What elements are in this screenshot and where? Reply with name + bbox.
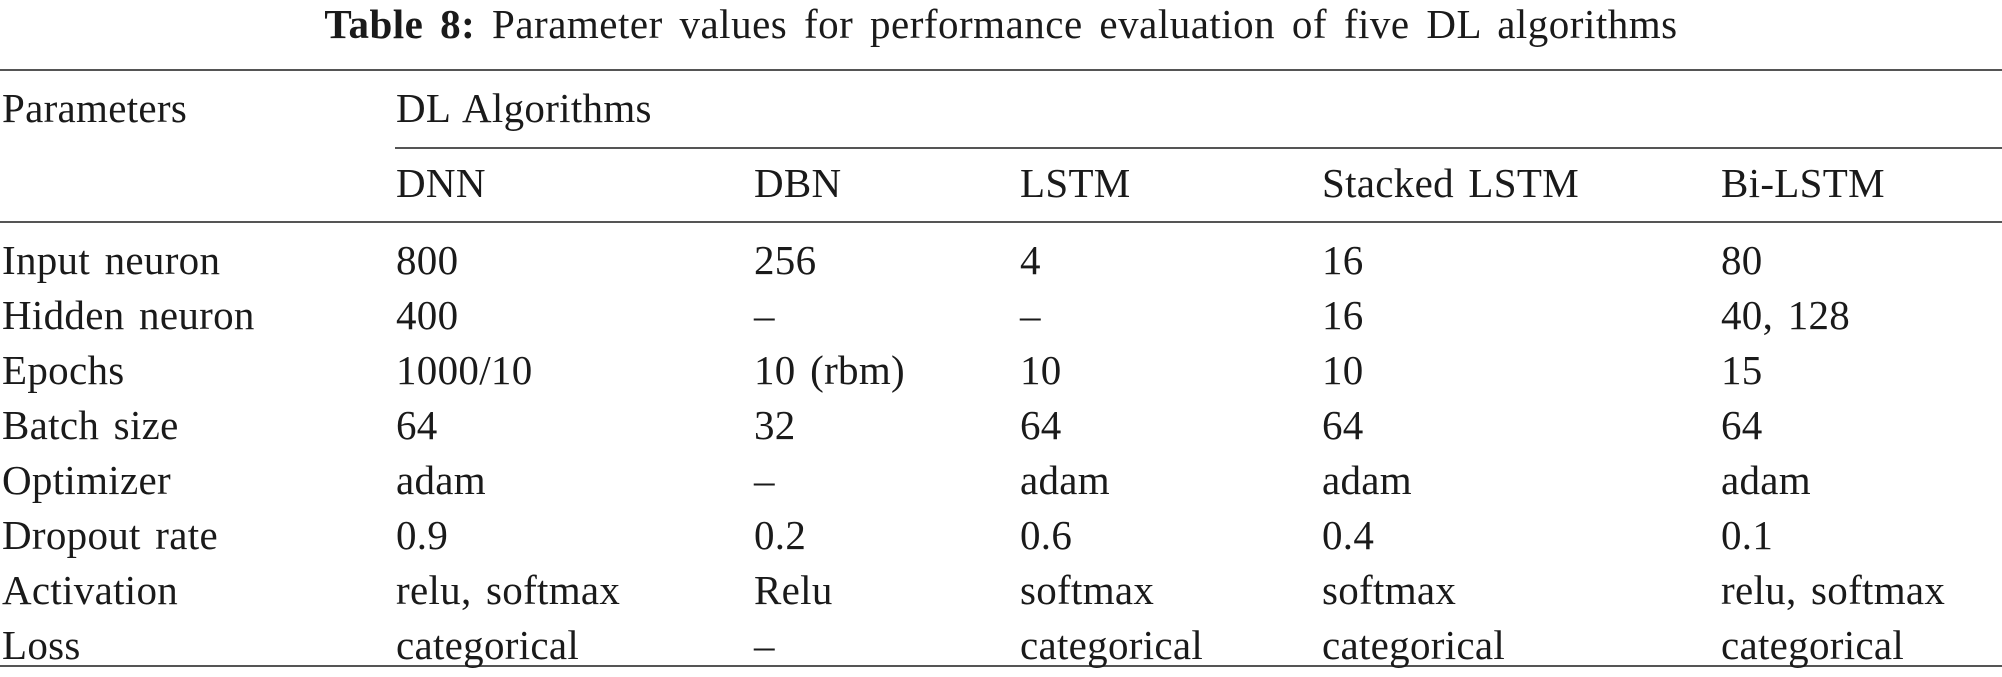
table-cell: 0.2 [754, 512, 807, 558]
table-cell: softmax [1322, 567, 1457, 613]
table-cell: 16 [1322, 292, 1364, 338]
table-cell: 256 [754, 237, 817, 283]
table-cell: 10 (rbm) [754, 347, 906, 393]
group-header-label: DL Algorithms [396, 85, 652, 131]
table-cell: 64 [1020, 402, 1062, 448]
row-label-loss: Loss [2, 622, 81, 668]
table-cell: 0.6 [1020, 512, 1073, 558]
table-cell: 64 [1322, 402, 1364, 448]
table-caption: Table 8: Parameter values for performanc… [0, 0, 2002, 48]
table-cell: Relu [754, 567, 833, 613]
column-header-dbn: DBN [754, 160, 842, 206]
table-cell: 0.4 [1322, 512, 1375, 558]
table-cell: adam [1020, 457, 1110, 503]
row-label-input-neuron: Input neuron [2, 237, 221, 283]
table-cell: 1000/10 [396, 347, 533, 393]
table-cell: adam [396, 457, 486, 503]
column-header-dnn: DNN [396, 160, 486, 206]
table-cell: 15 [1721, 347, 1763, 393]
row-label-hidden-neuron: Hidden neuron [2, 292, 255, 338]
caption-text: Parameter values for performance evaluat… [492, 1, 1678, 47]
table-cell: relu, softmax [396, 567, 621, 613]
table-cell: adam [1721, 457, 1811, 503]
table-cell: 4 [1020, 237, 1041, 283]
column-header-lstm: LSTM [1020, 160, 1131, 206]
table-cell: relu, softmax [1721, 567, 1946, 613]
row-label-batch-size: Batch size [2, 402, 179, 448]
table-cell: categorical [396, 622, 580, 668]
table-cell: 0.9 [396, 512, 449, 558]
table-cell: softmax [1020, 567, 1155, 613]
table-cell: 10 [1322, 347, 1364, 393]
table-cell: categorical [1020, 622, 1204, 668]
table-cell: adam [1322, 457, 1412, 503]
table-cell: 64 [1721, 402, 1763, 448]
table-cell: – [754, 622, 775, 668]
table-cell: 10 [1020, 347, 1062, 393]
column-header-bi-lstm: Bi-LSTM [1721, 160, 1885, 206]
caption-label: Table 8: [324, 1, 476, 47]
table-cell: – [754, 292, 775, 338]
header-rule [0, 221, 2002, 223]
row-label-epochs: Epochs [2, 347, 125, 393]
table-cell: categorical [1322, 622, 1506, 668]
top-rule [0, 69, 2002, 71]
column-header-stacked-lstm: Stacked LSTM [1322, 160, 1579, 206]
table-cell: – [1020, 292, 1041, 338]
row-label-dropout-rate: Dropout rate [2, 512, 218, 558]
table-cell: 40, 128 [1721, 292, 1851, 338]
table-cell: 800 [396, 237, 459, 283]
table-cell: 0.1 [1721, 512, 1774, 558]
row-header-label: Parameters [2, 85, 188, 131]
bottom-rule [0, 665, 2002, 667]
table-cell: 64 [396, 402, 438, 448]
table-cell: 16 [1322, 237, 1364, 283]
table-cell: – [754, 457, 775, 503]
row-label-activation: Activation [2, 567, 179, 613]
table-cell: 400 [396, 292, 459, 338]
table-cell: categorical [1721, 622, 1905, 668]
row-label-optimizer: Optimizer [2, 457, 171, 503]
table-cell: 32 [754, 402, 796, 448]
table-cell: 80 [1721, 237, 1763, 283]
group-rule [395, 147, 2002, 149]
